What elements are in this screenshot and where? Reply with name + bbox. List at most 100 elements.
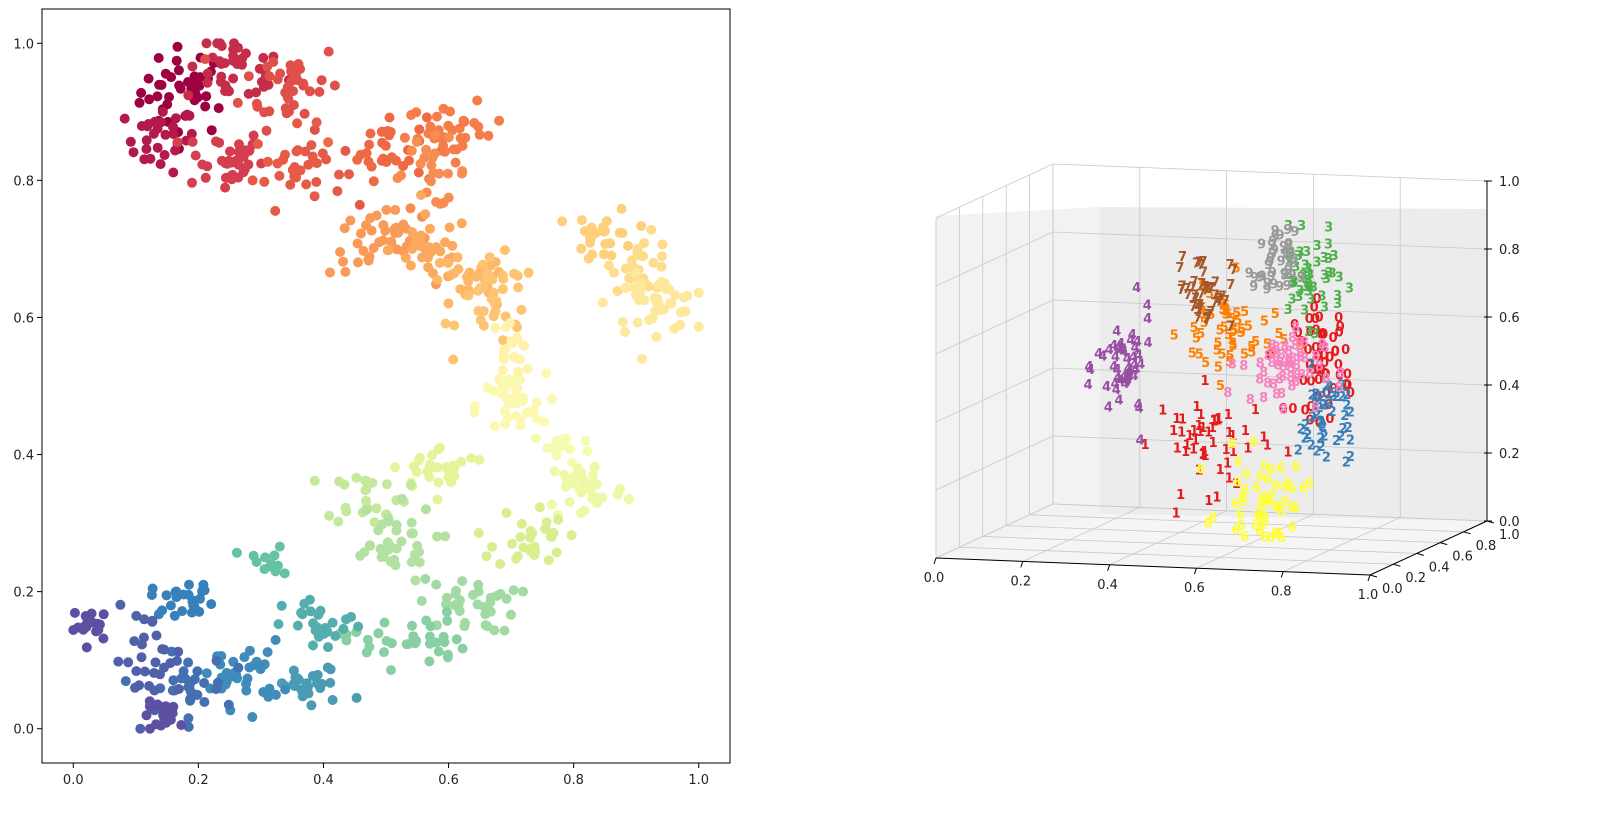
data-point (165, 714, 176, 725)
data-point (515, 420, 526, 431)
digit-point: 0 (1314, 349, 1323, 364)
data-point (171, 55, 182, 66)
data-point (648, 257, 659, 268)
data-point (285, 179, 296, 190)
data-point (386, 638, 397, 649)
data-point (243, 88, 254, 99)
digit-point: 4 (1136, 433, 1145, 448)
data-point (183, 713, 194, 724)
data-point (252, 101, 263, 112)
digit-point: 4 (1143, 312, 1152, 327)
data-point (530, 546, 541, 557)
digit-point: 4 (1111, 350, 1120, 365)
digit-point: 7 (1197, 288, 1206, 303)
z-tick-label-3d: 0.2 (1499, 447, 1520, 462)
digit-point: 2 (1324, 380, 1333, 395)
data-point (617, 228, 628, 239)
grid-line (1022, 507, 1140, 562)
digit-point: 4 (1119, 345, 1128, 360)
data-point (316, 75, 327, 86)
digit-point: 0 (1290, 318, 1299, 333)
digit-point: 0 (1305, 359, 1314, 374)
digit-point: 5 (1170, 329, 1179, 344)
data-point (407, 243, 417, 254)
data-point (340, 266, 351, 277)
digit-point: 5 (1237, 326, 1246, 341)
digit-point: 9 (1263, 277, 1272, 292)
digit-point: 5 (1220, 321, 1229, 336)
data-point (311, 117, 322, 128)
data-point (159, 150, 170, 160)
data-point (434, 168, 445, 179)
data-point (68, 625, 79, 635)
data-point (267, 560, 278, 571)
data-point (518, 542, 529, 553)
digit-point: 1 (1222, 443, 1231, 458)
digit-point: 6 (1260, 491, 1269, 506)
data-point (311, 622, 322, 633)
axis-line (935, 557, 1371, 576)
data-point (306, 700, 317, 711)
digit-point: 6 (1283, 476, 1292, 491)
digit-point: 8 (1288, 351, 1297, 366)
digit-point: 2 (1313, 393, 1322, 408)
data-point (185, 686, 196, 697)
data-point (232, 97, 243, 108)
data-point (632, 247, 643, 258)
y-tick-mark-3d (1463, 531, 1471, 535)
x-axis-2d: 0.0 0.2 0.4 0.6 0.8 1.0 (63, 763, 709, 788)
data-point (184, 579, 194, 590)
data-point (201, 668, 212, 679)
data-point (142, 121, 153, 132)
data-point (451, 144, 462, 155)
data-point (386, 237, 397, 248)
digit-point: 2 (1316, 431, 1325, 446)
data-point (123, 657, 134, 668)
digit-point: 3 (1304, 285, 1313, 300)
data-point (392, 173, 403, 184)
digit-point: 3 (1287, 293, 1296, 308)
data-point (93, 624, 104, 635)
digit-point: 7 (1188, 280, 1197, 295)
data-point (352, 238, 363, 249)
digit-point: 5 (1240, 347, 1249, 362)
digit-point: 1 (1232, 477, 1241, 492)
data-point (187, 136, 198, 147)
data-point (637, 353, 647, 364)
digit-point: 2 (1342, 399, 1351, 414)
data-point (262, 647, 273, 658)
digit-point: 1 (1243, 441, 1252, 456)
grid-line (1006, 525, 1441, 543)
data-point (146, 590, 157, 600)
digit-point: 4 (1129, 351, 1138, 366)
digit-point: 0 (1325, 351, 1334, 366)
data-point (441, 606, 452, 617)
data-point (87, 617, 98, 628)
digit-point: 1 (1195, 419, 1204, 434)
digit-point: 9 (1284, 263, 1293, 278)
digit-point: 9 (1275, 280, 1284, 295)
plot-frame-2d (41, 8, 731, 764)
digit-point: 4 (1086, 363, 1095, 378)
data-point (382, 126, 393, 136)
data-point (300, 146, 311, 157)
data-point (368, 243, 379, 253)
digit-point: 6 (1260, 507, 1269, 522)
data-point (508, 351, 519, 362)
data-point (159, 644, 170, 655)
digit-point: 1 (1213, 413, 1222, 428)
digit-point: 2 (1317, 417, 1326, 432)
digit-point: 5 (1216, 379, 1225, 394)
digit-point: 1 (1196, 425, 1205, 440)
digit-point: 0 (1324, 398, 1333, 413)
data-point (315, 605, 326, 616)
data-point (501, 507, 512, 518)
digit-point: 7 (1211, 275, 1220, 290)
digit-point: 4 (1119, 370, 1128, 385)
data-point (288, 665, 299, 676)
data-point (200, 172, 211, 183)
digit-point: 7 (1195, 298, 1204, 313)
data-point (248, 130, 259, 141)
data-point (177, 606, 188, 617)
data-point (383, 513, 394, 524)
